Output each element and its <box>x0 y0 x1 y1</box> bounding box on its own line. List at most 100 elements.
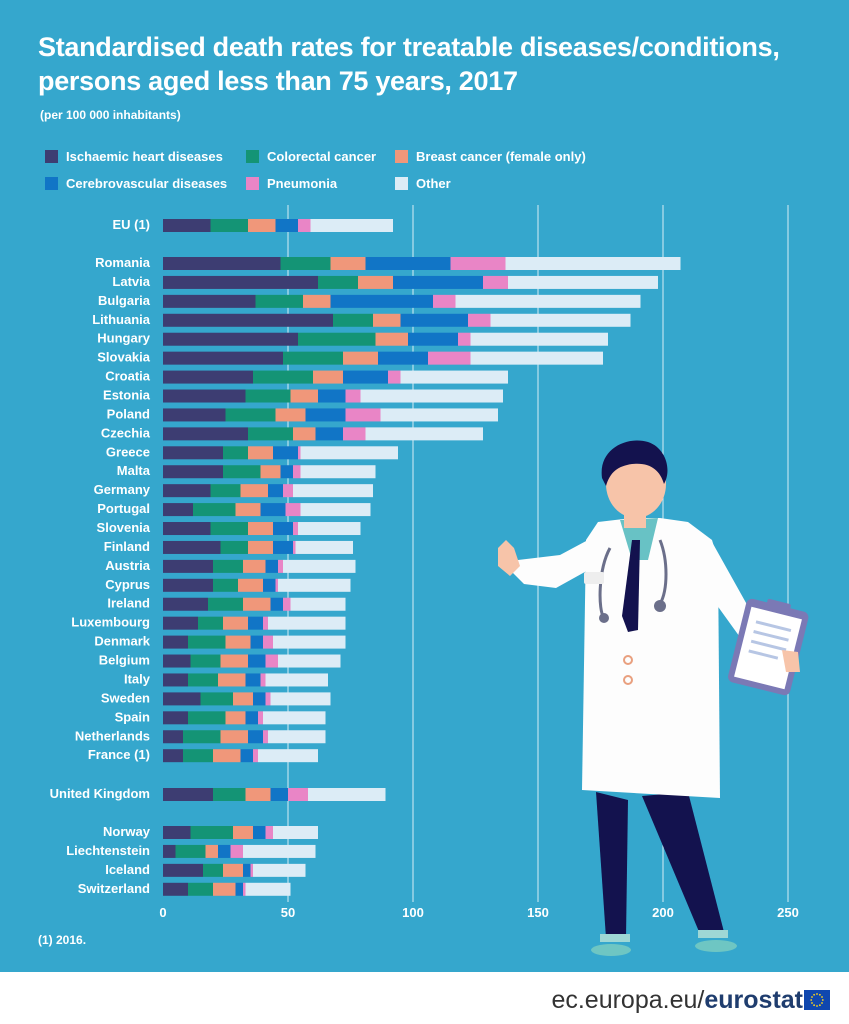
bar-segment <box>283 597 291 611</box>
footer-brand: ec.europa.eu/eurostat <box>551 986 803 1015</box>
bar-segment <box>278 559 283 573</box>
bar-segment <box>163 844 176 858</box>
bar-segment <box>253 826 266 839</box>
bar-segment <box>220 540 248 554</box>
bar-segment <box>283 559 356 573</box>
bar-segment <box>365 257 451 270</box>
bar-segment <box>210 219 248 232</box>
category-label: Estonia <box>103 388 151 403</box>
category-label: Austria <box>105 558 151 573</box>
chart-panel <box>0 0 849 972</box>
category-label: Finland <box>104 539 150 554</box>
bar-segment <box>253 749 258 763</box>
bar-segment <box>373 313 401 327</box>
bar-segment <box>183 749 213 763</box>
bar-segment <box>318 389 346 403</box>
bar-segment <box>330 257 366 270</box>
bar-segment <box>163 408 226 422</box>
bar-segment <box>163 294 256 308</box>
bar-segment <box>248 446 273 460</box>
category-label: Czechia <box>101 425 151 440</box>
bar-segment <box>163 749 183 763</box>
bar-segment <box>293 484 373 498</box>
bar-segment <box>248 616 263 630</box>
bar-segment <box>263 730 268 744</box>
bar-segment <box>285 503 301 517</box>
bar-segment <box>218 844 231 858</box>
bar-segment <box>223 465 261 479</box>
bar-segment <box>358 275 393 289</box>
bar-segment <box>298 219 311 232</box>
bar-segment <box>433 294 456 308</box>
bar-segment <box>275 219 298 232</box>
bar-segment <box>163 559 213 573</box>
bar-segment <box>393 275 483 289</box>
bar-segment <box>263 711 326 725</box>
legend-label-ischaemic: Ischaemic heart diseases <box>66 149 223 164</box>
bar-segment <box>318 275 358 289</box>
category-label: Latvia <box>112 274 150 289</box>
bar-segment <box>163 484 211 498</box>
bar-segment <box>450 257 506 270</box>
bar-segment <box>378 351 428 365</box>
bar-segment <box>278 654 341 668</box>
bar-segment <box>270 692 331 706</box>
bar-segment <box>163 654 191 668</box>
bar-segment <box>213 882 236 896</box>
bar-segment <box>163 597 208 611</box>
bar-segment <box>243 882 246 896</box>
category-label: United Kingdom <box>50 786 150 801</box>
bar-segment <box>258 749 318 763</box>
bar-segment <box>280 465 293 479</box>
bar-segment <box>250 635 263 649</box>
category-label: Luxembourg <box>71 615 150 630</box>
bar-segment <box>198 616 223 630</box>
bar-segment <box>273 826 318 839</box>
bar-segment <box>400 370 508 384</box>
category-label: Greece <box>106 444 150 459</box>
bar-segment <box>220 654 248 668</box>
bar-segment <box>345 389 361 403</box>
bar-segment <box>188 711 226 725</box>
bar-segment <box>248 654 266 668</box>
bar-segment <box>270 597 283 611</box>
bar-segment <box>163 219 211 232</box>
bar-segment <box>163 692 201 706</box>
bar-segment <box>293 465 301 479</box>
bar-segment <box>183 730 221 744</box>
bars-layer <box>163 219 681 896</box>
bar-segment <box>268 730 326 744</box>
bar-segment <box>263 578 276 592</box>
bar-segment <box>248 427 293 441</box>
bar-segment <box>163 503 193 517</box>
bar-segment <box>278 578 351 592</box>
labels-layer: EU (1) Romania Latvia Bulgaria Lithuania Hung… <box>50 217 151 896</box>
bar-segment <box>300 503 371 517</box>
bar-segment <box>163 275 318 289</box>
category-label: Belgium <box>99 653 150 668</box>
category-label: Switzerland <box>78 881 150 896</box>
bar-segment <box>273 635 346 649</box>
bar-segment <box>298 446 301 460</box>
category-label: Netherlands <box>75 728 150 743</box>
bar-segment <box>315 427 343 441</box>
bar-segment <box>260 503 286 517</box>
bar-segment <box>380 408 498 422</box>
bar-segment <box>200 692 233 706</box>
bar-segment <box>163 446 223 460</box>
bar-segment <box>275 578 278 592</box>
bar-segment <box>505 257 681 270</box>
category-label: Cyprus <box>105 577 150 592</box>
chart-title: Standardised death rates for treatable d… <box>38 32 780 96</box>
bar-segment <box>290 597 346 611</box>
bar-segment <box>305 408 346 422</box>
category-label: Hungary <box>97 331 151 346</box>
bar-segment <box>268 616 346 630</box>
doctor-illustration <box>498 440 809 956</box>
bar-segment <box>230 844 243 858</box>
bar-segment <box>400 313 468 327</box>
bar-segment <box>163 730 183 744</box>
bar-segment <box>343 427 366 441</box>
bar-segment <box>243 597 271 611</box>
category-label: France (1) <box>88 747 150 762</box>
